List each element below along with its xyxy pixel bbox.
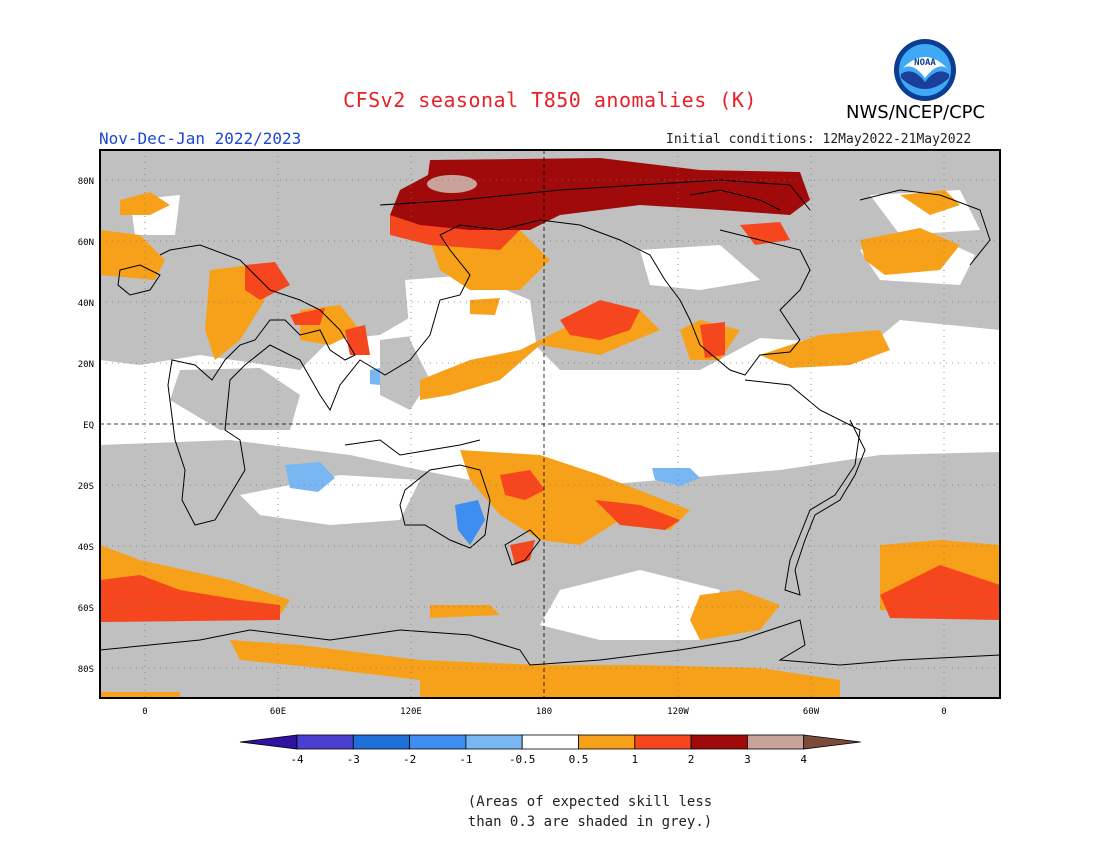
lon-label: 120E: [400, 707, 422, 717]
forecast-period: Nov-Dec-Jan 2022/2023: [99, 129, 302, 148]
colorbar-tick-label: 2: [688, 753, 695, 766]
lat-label: 60N: [78, 238, 94, 248]
colorbar-box: [521, 734, 579, 750]
colorbar-tick-label: -3: [347, 753, 360, 766]
skill-footnote: (Areas of expected skill less than 0.3 a…: [440, 792, 740, 832]
footnote-line: (Areas of expected skill less: [467, 794, 713, 810]
colorbar-box: [578, 734, 636, 750]
footnote-line: than 0.3 are shaded in grey.): [467, 814, 713, 830]
lon-label: 0: [142, 707, 147, 717]
colorbar-tick-label: -2: [403, 753, 416, 766]
colorbar-box: [634, 734, 692, 750]
lat-lon-grid: [100, 150, 1000, 698]
noaa-logo-text: NOAA: [914, 58, 936, 68]
anomaly-map: 80N 60N 40N 20N EQ 20S 40S 60S 80S 0 60E…: [78, 149, 1001, 717]
colorbar-box: [409, 734, 467, 750]
lat-label: EQ: [83, 421, 94, 431]
colorbar-tick-label: 0.5: [569, 753, 589, 766]
colorbar: -4 -3 -2 -1 -0.5 0.5 1 2 3 4: [239, 734, 861, 766]
colorbar-tick-label: -4: [290, 753, 304, 766]
lon-label: 60E: [270, 707, 286, 717]
colorbar-box: [465, 734, 523, 750]
lon-labels: 0 60E 120E 180 120W 60W 0: [142, 707, 946, 717]
lat-label: 20S: [78, 482, 94, 492]
colorbar-arrow-high: [803, 734, 861, 750]
noaa-logo: NOAA: [894, 39, 956, 101]
lon-label: 120W: [667, 707, 689, 717]
colorbar-tick-label: 1: [631, 753, 638, 766]
initial-conditions: Initial conditions: 12May2022-21May2022: [666, 132, 972, 147]
coastlines: [100, 179, 1000, 666]
map-frame: [99, 149, 1001, 699]
lat-label: 60S: [78, 604, 94, 614]
colorbar-tick-label: 4: [800, 753, 807, 766]
lon-label: 180: [536, 707, 552, 717]
colorbar-box: [352, 734, 410, 750]
colorbar-box: [296, 734, 354, 750]
colorbar-tick-label: 3: [744, 753, 751, 766]
anomaly-negative: [285, 368, 700, 492]
lat-label: 80N: [78, 177, 94, 187]
colorbar-arrow-low: [239, 734, 298, 750]
colorbar-box: [747, 734, 805, 750]
colorbar-tick-label: -0.5: [509, 753, 536, 766]
lat-label: 40S: [78, 543, 94, 553]
anomaly-3-4: [427, 175, 477, 193]
lat-label: 40N: [78, 299, 94, 309]
colorbar-box: [690, 734, 748, 750]
chart-title: CFSv2 seasonal T850 anomalies (K): [343, 88, 757, 112]
lon-label: 60W: [803, 707, 820, 717]
agency-label: NWS/NCEP/CPC: [846, 102, 986, 123]
lat-label: 20N: [78, 360, 94, 370]
lat-label: 80S: [78, 665, 94, 675]
lat-labels: 80N 60N 40N 20N EQ 20S 40S 60S 80S: [78, 177, 94, 675]
anomaly-2-3: [390, 158, 810, 230]
lon-label: 0: [941, 707, 946, 717]
colorbar-tick-label: -1: [459, 753, 472, 766]
